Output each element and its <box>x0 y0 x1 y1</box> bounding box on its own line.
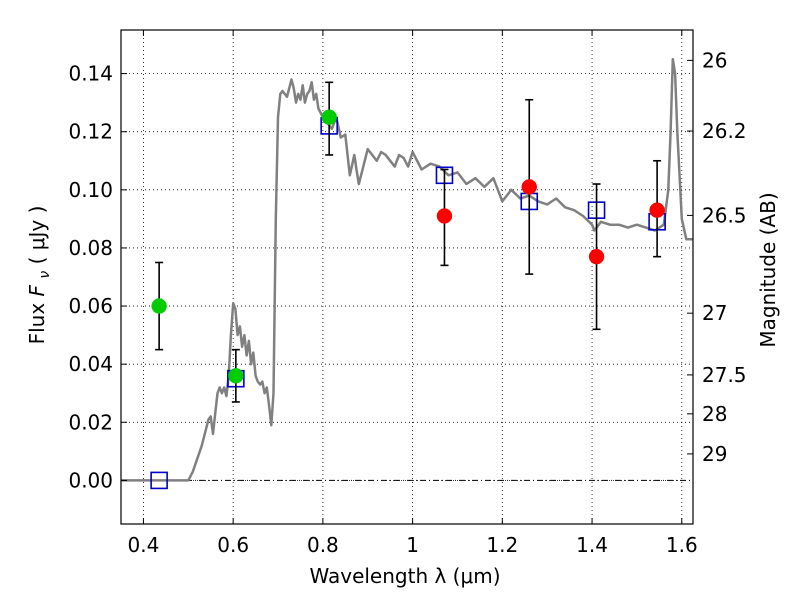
x-tick-label: 0.8 <box>307 533 339 557</box>
x-tick-label: 1.2 <box>486 533 518 557</box>
observed-point <box>588 248 605 265</box>
observed-point <box>228 368 244 384</box>
y-tick-label: 0.10 <box>68 178 113 202</box>
mag-tick-label: 26.2 <box>702 119 747 143</box>
mag-tick-label: 26 <box>702 48 727 72</box>
observed-point <box>321 109 337 125</box>
plot-frame <box>120 29 694 525</box>
y-tick-label: 0.02 <box>68 410 113 434</box>
y-axis-title-symbol: F <box>25 284 49 296</box>
ticks: 0.4 0.6 0.8 1 1.2 1.4 1.6 0.00 0.02 0.04 0.06 0.08 0… <box>68 30 747 557</box>
y-axis-title-right: Magnitude (AB) <box>756 192 780 347</box>
mag-tick-label: 28 <box>702 402 727 426</box>
model-band-square <box>150 471 168 490</box>
observed-point <box>649 202 665 218</box>
y-axis-title-left: Flux F ν ( μJy ) <box>25 206 54 345</box>
y-axis-title-suffix: ( μJy ) <box>25 206 49 265</box>
x-tick-label: 1.4 <box>576 533 608 557</box>
x-tick-label: 0.4 <box>128 533 160 557</box>
x-axis-title: Wavelength λ (μm) <box>309 564 500 588</box>
observed-point <box>521 179 538 195</box>
y-tick-label: 0.12 <box>68 120 113 144</box>
y-tick-label: 0.14 <box>68 62 113 86</box>
mag-tick-label: 29 <box>702 442 727 466</box>
y-tick-label: 0.06 <box>68 294 113 318</box>
observed-point <box>151 298 167 314</box>
grid <box>121 30 693 524</box>
y-axis-title-prefix: Flux <box>25 296 49 344</box>
y-tick-label: 0.00 <box>68 468 113 492</box>
y-axis-title-subscript: ν <box>37 271 53 279</box>
series-layer <box>121 57 693 490</box>
x-tick-label: 1.6 <box>666 533 698 557</box>
mag-tick-label: 27 <box>702 301 727 325</box>
mag-tick-label: 27.5 <box>702 363 747 387</box>
mag-tick-label: 26.5 <box>702 203 747 227</box>
x-tick-label: 0.6 <box>217 533 249 557</box>
y-tick-label: 0.04 <box>68 352 113 376</box>
y-tick-label: 0.08 <box>68 236 113 260</box>
x-tick-label: 1 <box>406 533 419 557</box>
observed-point <box>436 208 453 224</box>
